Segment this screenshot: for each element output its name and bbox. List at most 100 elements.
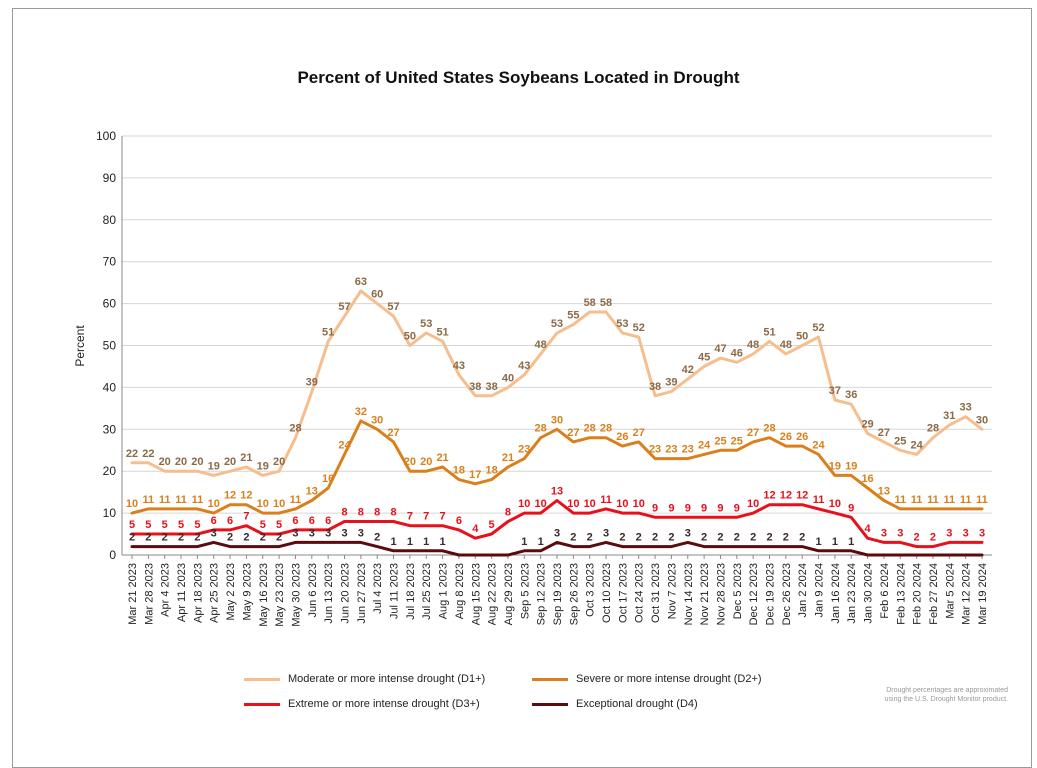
data-label-d4: 3 <box>603 527 609 539</box>
x-tick-label: Dec 12 2023 <box>748 563 760 625</box>
x-tick-label: Jun 27 2023 <box>356 563 368 624</box>
data-label-d2: 23 <box>665 444 677 456</box>
data-label-d2: 11 <box>976 494 988 506</box>
data-label-d3: 5 <box>260 519 266 531</box>
data-label-d2: 20 <box>420 456 432 468</box>
y-tick-label: 40 <box>103 380 117 394</box>
data-label-d2: 19 <box>829 460 841 472</box>
data-label-d1: 31 <box>943 410 955 422</box>
data-label-d4: 3 <box>554 527 560 539</box>
data-label-d2: 11 <box>192 494 204 506</box>
data-label-d1: 24 <box>910 439 923 451</box>
data-label-d3: 6 <box>292 515 298 527</box>
data-label-d1: 57 <box>338 301 350 313</box>
data-label-d3: 7 <box>243 511 249 523</box>
data-label-d3: 13 <box>551 486 563 498</box>
data-label-d1: 45 <box>698 351 710 363</box>
data-label-d2: 17 <box>469 469 481 481</box>
data-label-d3: 3 <box>946 527 952 539</box>
y-tick-label: 30 <box>103 422 117 436</box>
legend-swatch-d4 <box>532 702 568 706</box>
data-label-d4: 1 <box>390 536 396 548</box>
data-label-d3: 5 <box>129 519 135 531</box>
data-label-d4: 1 <box>440 536 446 548</box>
data-label-d1: 20 <box>175 456 187 468</box>
chart-plot: 0 10 20 30 40 50 60 70 80 90 100 Percent Mar 21 2023… <box>73 129 992 627</box>
data-label-d3: 5 <box>162 519 168 531</box>
data-label-d1: 51 <box>763 326 775 338</box>
legend-item-d4: Exceptional drought (D4) <box>532 698 698 710</box>
data-label-d3: 12 <box>796 490 808 502</box>
data-label-d2: 16 <box>322 473 334 485</box>
data-label-d2: 26 <box>796 431 808 443</box>
x-tick-label: Aug 29 2023 <box>503 563 515 625</box>
series-line-d2 <box>130 419 984 515</box>
data-label-d3: 8 <box>505 506 511 518</box>
data-label-d2: 10 <box>126 498 138 510</box>
data-label-d3: 8 <box>374 506 380 518</box>
data-label-d3: 3 <box>963 527 969 539</box>
data-label-d2: 12 <box>224 490 236 502</box>
data-label-d1: 25 <box>894 435 906 447</box>
data-label-d1: 27 <box>878 427 890 439</box>
data-label-d1: 47 <box>714 343 726 355</box>
data-label-d2: 18 <box>485 465 497 477</box>
data-label-d1: 43 <box>518 360 530 372</box>
data-label-d1: 39 <box>665 377 677 389</box>
legend-item-d2: Severe or more intense drought (D2+) <box>532 673 762 685</box>
x-tick-label: Oct 3 2023 <box>585 563 597 617</box>
data-label-d1: 48 <box>780 339 792 351</box>
data-label-d3: 8 <box>390 506 396 518</box>
data-label-d1: 57 <box>387 301 399 313</box>
data-label-d4: 3 <box>211 527 217 539</box>
data-label-d3: 10 <box>747 498 759 510</box>
data-label-d1: 36 <box>845 389 857 401</box>
data-label-d1: 39 <box>306 377 318 389</box>
y-tick-label: 50 <box>103 339 117 353</box>
data-label-d2: 11 <box>960 494 972 506</box>
legend-swatch-d1 <box>244 677 280 681</box>
data-label-d4: 2 <box>799 532 805 544</box>
data-label-d3: 9 <box>717 502 723 514</box>
data-label-d4: 2 <box>145 532 151 544</box>
data-label-d2: 11 <box>927 494 939 506</box>
x-tick-label: Apr 18 2023 <box>192 563 204 623</box>
data-label-d2: 13 <box>306 486 318 498</box>
x-tick-label: Dec 5 2023 <box>732 563 744 619</box>
data-label-d3: 4 <box>865 523 872 535</box>
x-tick-label: Jun 13 2023 <box>323 563 335 624</box>
data-label-d3: 5 <box>145 519 151 531</box>
data-label-d2: 18 <box>453 465 465 477</box>
x-tick-label: Sep 5 2023 <box>519 563 531 619</box>
data-label-d2: 12 <box>240 490 252 502</box>
data-label-d1: 29 <box>861 418 873 430</box>
data-label-d2: 32 <box>355 406 367 418</box>
data-label-d4: 2 <box>636 532 642 544</box>
data-label-d4: 3 <box>292 527 298 539</box>
x-tick-label: Dec 19 2023 <box>765 563 777 625</box>
data-label-d4: 2 <box>717 532 723 544</box>
data-label-d4: 1 <box>848 536 854 548</box>
data-label-d2: 23 <box>682 444 694 456</box>
data-label-d1: 20 <box>273 456 285 468</box>
data-label-d4: 3 <box>341 527 347 539</box>
legend-label-d1: Moderate or more intense drought (D1+) <box>288 673 486 685</box>
x-tick-label: Aug 15 2023 <box>470 563 482 625</box>
data-label-d1: 53 <box>616 318 628 330</box>
data-label-d1: 51 <box>322 326 334 338</box>
data-label-d3: 6 <box>325 515 331 527</box>
x-tick-label: Feb 13 2024 <box>895 563 907 625</box>
chart-title: Percent of United States Soybeans Locate… <box>297 68 740 87</box>
data-label-d1: 53 <box>420 318 432 330</box>
data-label-d1: 43 <box>453 360 465 372</box>
y-axis-label: Percent <box>73 325 87 367</box>
x-tick-label: Aug 22 2023 <box>487 563 499 625</box>
data-label-d4: 2 <box>276 532 282 544</box>
x-tick-label: Jan 30 2024 <box>863 563 875 624</box>
data-label-d1: 20 <box>224 456 236 468</box>
data-label-d1: 40 <box>502 372 514 384</box>
data-label-d4: 2 <box>243 532 249 544</box>
x-tick-label: Apr 11 2023 <box>176 563 188 622</box>
data-label-d2: 25 <box>714 435 726 447</box>
data-label-d3: 11 <box>813 494 825 506</box>
